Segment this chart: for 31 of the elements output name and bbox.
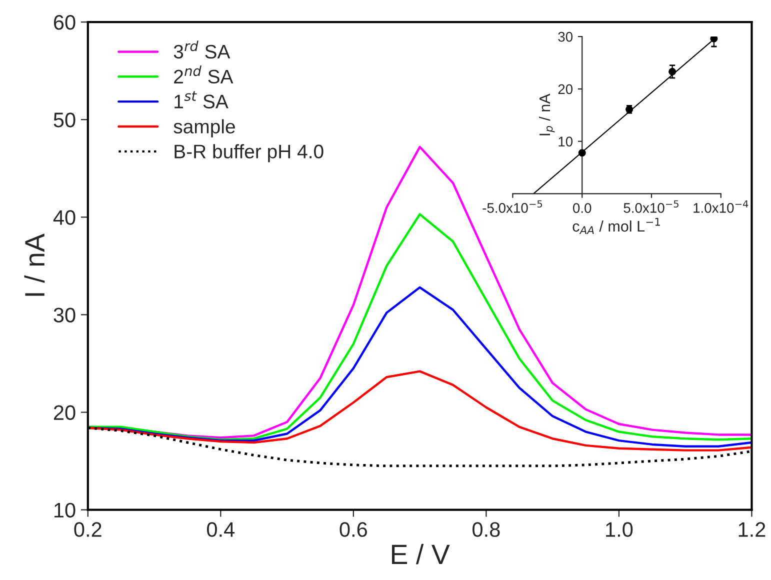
x-tick-label: 1.2 xyxy=(738,522,766,537)
y-axis-title: I$_{p}$ / nA xyxy=(538,94,555,136)
x-tick-label: -5.0x10$^{−5}$ xyxy=(482,200,542,213)
legend-label: 1$^{st}$ SA xyxy=(174,91,228,108)
x-axis-title: E / V xyxy=(392,544,450,564)
legend-label: 3$^{rd}$ SA xyxy=(174,40,230,59)
x-tick-label: 0.2 xyxy=(74,522,102,537)
y-tick-label: 20 xyxy=(54,405,76,420)
x-tick-label: 0.0 xyxy=(572,203,592,213)
y-tick-label: 60 xyxy=(54,15,76,30)
legend-label: B-R buffer pH 4.0 xyxy=(174,144,324,162)
y-tick-label: 50 xyxy=(54,112,76,128)
y-tick-label: 30 xyxy=(54,308,76,322)
x-tick-label: 0.6 xyxy=(340,522,367,537)
x-tick-label: 0.4 xyxy=(206,522,235,537)
y-tick-label: 10 xyxy=(54,502,76,518)
line-series xyxy=(88,370,752,452)
legend-label: 2$^{nd}$ SA xyxy=(174,66,234,84)
y-tick-label: 40 xyxy=(53,210,76,225)
x-axis-title: c$_{AA}$ / mol L$^{−1}$ xyxy=(572,218,660,234)
y-tick-label: 10 xyxy=(558,136,573,146)
x-tick-label: 0.8 xyxy=(472,522,500,537)
x-tick-label: 5.0x10$^{−5}$ xyxy=(624,200,678,213)
y-tick-label: 20 xyxy=(558,84,573,94)
x-tick-label: 1.0 xyxy=(606,522,633,537)
y-tick-label: 30 xyxy=(558,32,573,42)
point xyxy=(578,149,586,157)
line-series xyxy=(88,213,752,441)
x-tick-label: 1.0x10$^{−4}$ xyxy=(694,200,748,213)
y-axis-title: I / nA xyxy=(24,234,45,296)
legend-label: sample xyxy=(174,119,235,138)
